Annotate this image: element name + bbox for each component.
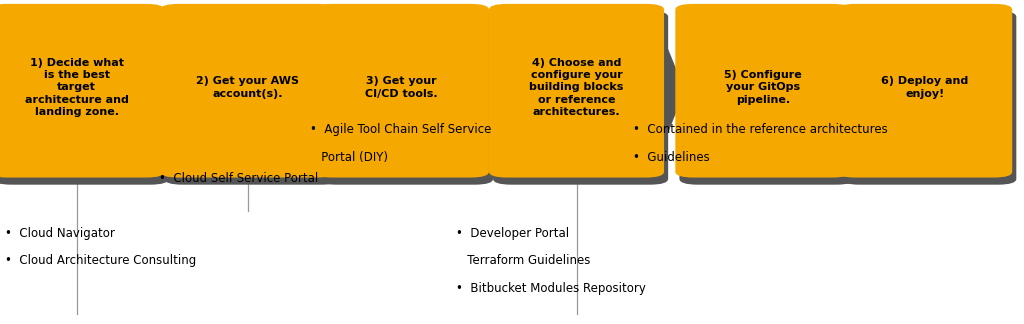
- FancyBboxPatch shape: [838, 4, 1012, 178]
- FancyBboxPatch shape: [0, 4, 164, 178]
- Text: 3) Get your
CI/CD tools.: 3) Get your CI/CD tools.: [366, 76, 437, 99]
- Polygon shape: [648, 45, 685, 136]
- FancyBboxPatch shape: [493, 11, 668, 185]
- FancyBboxPatch shape: [313, 4, 489, 178]
- Polygon shape: [161, 45, 198, 136]
- FancyBboxPatch shape: [842, 11, 1016, 185]
- Text: •  Guidelines: • Guidelines: [633, 151, 710, 164]
- FancyBboxPatch shape: [488, 4, 664, 178]
- Text: •  Cloud Architecture Consulting: • Cloud Architecture Consulting: [5, 254, 197, 267]
- Polygon shape: [467, 45, 504, 136]
- Text: •  Developer Portal: • Developer Portal: [456, 227, 568, 240]
- FancyBboxPatch shape: [164, 11, 340, 185]
- FancyBboxPatch shape: [0, 11, 168, 185]
- Text: 2) Get your AWS
account(s).: 2) Get your AWS account(s).: [197, 76, 299, 99]
- FancyBboxPatch shape: [680, 11, 854, 185]
- Polygon shape: [313, 45, 350, 136]
- Polygon shape: [823, 45, 860, 136]
- Text: Terraform Guidelines: Terraform Guidelines: [456, 254, 590, 267]
- Text: •  Cloud Navigator: • Cloud Navigator: [5, 227, 115, 240]
- Text: •  Cloud Self Service Portal: • Cloud Self Service Portal: [159, 172, 318, 185]
- Text: 6) Deploy and
enjoy!: 6) Deploy and enjoy!: [881, 76, 969, 99]
- Text: 4) Choose and
configure your
building blocks
or reference
architectures.: 4) Choose and configure your building bl…: [529, 58, 624, 117]
- FancyBboxPatch shape: [676, 4, 850, 178]
- Text: •  Agile Tool Chain Self Service: • Agile Tool Chain Self Service: [310, 123, 492, 136]
- Text: Portal (DIY): Portal (DIY): [310, 151, 388, 164]
- Text: 5) Configure
your GitOps
pipeline.: 5) Configure your GitOps pipeline.: [724, 70, 802, 105]
- Text: •  Contained in the reference architectures: • Contained in the reference architectur…: [633, 123, 888, 136]
- FancyBboxPatch shape: [160, 4, 336, 178]
- Text: 1) Decide what
is the best
target
architecture and
landing zone.: 1) Decide what is the best target archit…: [25, 58, 129, 117]
- FancyBboxPatch shape: [317, 11, 494, 185]
- Text: •  Bitbucket Modules Repository: • Bitbucket Modules Repository: [456, 282, 645, 295]
